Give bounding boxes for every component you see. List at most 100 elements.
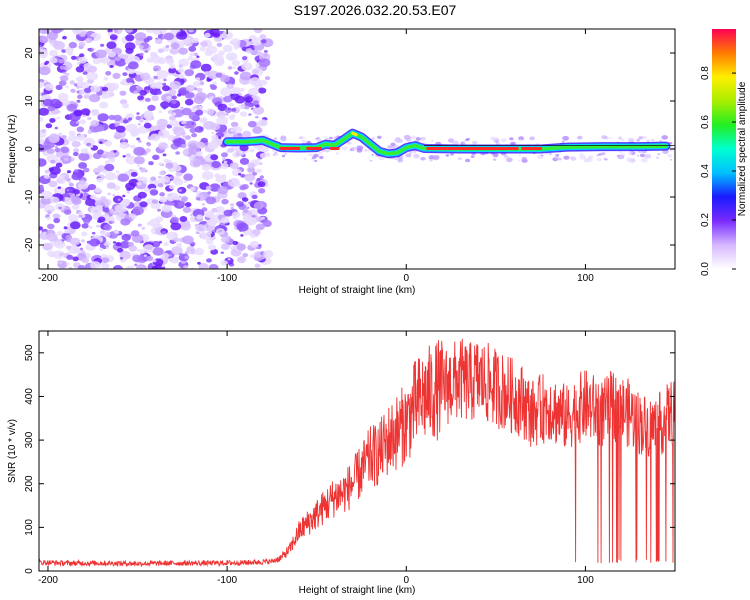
noise-blob <box>89 85 101 94</box>
noise-blob <box>188 45 197 52</box>
noise-blob <box>248 113 252 116</box>
noise-blob <box>628 151 633 155</box>
noise-blob <box>51 29 63 34</box>
noise-blob <box>95 49 107 59</box>
noise-blob <box>178 189 183 192</box>
noise-blob <box>180 106 184 109</box>
noise-blob <box>508 156 511 158</box>
noise-blob <box>99 230 107 236</box>
noise-blob <box>136 112 140 115</box>
noise-blob <box>308 153 313 157</box>
noise-blob <box>115 170 120 174</box>
noise-blob <box>205 108 215 116</box>
noise-blob <box>145 148 152 153</box>
x-axis-label: Height of straight line (km) <box>299 585 416 596</box>
noise-blob <box>240 111 247 117</box>
noise-blob <box>137 191 147 199</box>
noise-blob <box>76 121 80 124</box>
noise-blob <box>244 96 253 103</box>
noise-blob <box>78 152 90 161</box>
noise-blob <box>112 194 116 197</box>
noise-blob <box>198 263 209 269</box>
noise-blob <box>307 140 311 143</box>
noise-blob <box>192 81 201 87</box>
noise-blob <box>94 204 103 211</box>
noise-blob <box>143 244 155 253</box>
noise-blob <box>162 153 167 157</box>
noise-blob <box>94 187 102 193</box>
noise-blob <box>106 182 116 190</box>
noise-blob <box>42 151 49 156</box>
noise-blob <box>225 113 229 116</box>
noise-blob <box>96 177 103 183</box>
snr-line <box>39 338 675 568</box>
noise-blob <box>211 131 215 135</box>
noise-blob <box>61 49 67 53</box>
noise-blob <box>563 155 570 160</box>
noise-blob <box>145 256 153 262</box>
noise-blob <box>179 252 183 256</box>
y-tick-label: -20 <box>24 237 35 252</box>
noise-blob <box>394 158 398 161</box>
colorbar-tick-label: 0.4 <box>700 164 711 178</box>
noise-blob <box>91 109 100 117</box>
noise-blob <box>54 145 59 149</box>
noise-blob <box>115 125 126 133</box>
noise-blob <box>154 38 163 45</box>
noise-blob <box>125 155 138 165</box>
noise-blob <box>256 178 261 181</box>
noise-blob <box>182 235 194 245</box>
noise-blob <box>39 81 45 88</box>
noise-blob <box>139 52 144 57</box>
noise-blob <box>636 138 641 142</box>
noise-blob <box>201 171 214 180</box>
noise-blob <box>191 122 195 125</box>
noise-blob <box>73 247 82 254</box>
noise-blob <box>324 148 331 153</box>
noise-blob <box>214 206 225 214</box>
noise-blob <box>173 237 180 243</box>
noise-blob <box>44 83 54 91</box>
noise-blob <box>103 224 112 231</box>
noise-blob <box>185 84 195 92</box>
noise-blob <box>169 256 180 264</box>
noise-blob <box>48 134 60 144</box>
noise-blob <box>207 244 217 251</box>
noise-blob <box>161 175 171 183</box>
noise-blob <box>239 157 250 165</box>
noise-blob <box>230 121 239 128</box>
noise-blob <box>211 160 221 169</box>
noise-blob <box>190 243 195 247</box>
noise-blob <box>249 182 253 185</box>
noise-blob <box>50 207 56 212</box>
noise-blob <box>115 242 122 247</box>
noise-blob <box>157 208 161 212</box>
noise-blob <box>55 162 63 168</box>
noise-blob <box>264 76 271 81</box>
noise-blob <box>170 42 180 50</box>
noise-blob <box>149 218 161 227</box>
noise-blob <box>70 195 81 203</box>
noise-blob <box>136 137 141 141</box>
noise-blob <box>237 256 246 264</box>
noise-blob <box>100 57 110 64</box>
noise-blob <box>113 150 117 153</box>
noise-blob <box>176 31 188 40</box>
noise-blob <box>260 39 267 44</box>
noise-blob <box>205 196 217 205</box>
noise-blob <box>143 187 150 192</box>
noise-blob <box>215 72 223 78</box>
noise-blob <box>143 122 152 129</box>
noise-blob <box>579 153 584 156</box>
noise-blob <box>465 158 471 163</box>
x-tick-label: 100 <box>577 273 594 284</box>
noise-blob <box>83 87 92 94</box>
noise-blob <box>230 127 236 133</box>
y-tick-label: 0 <box>24 568 35 574</box>
y-tick-label: 400 <box>24 388 35 405</box>
noise-blob <box>173 127 185 136</box>
noise-blob <box>39 185 44 190</box>
noise-blob <box>178 64 184 68</box>
noise-blob <box>169 119 179 127</box>
